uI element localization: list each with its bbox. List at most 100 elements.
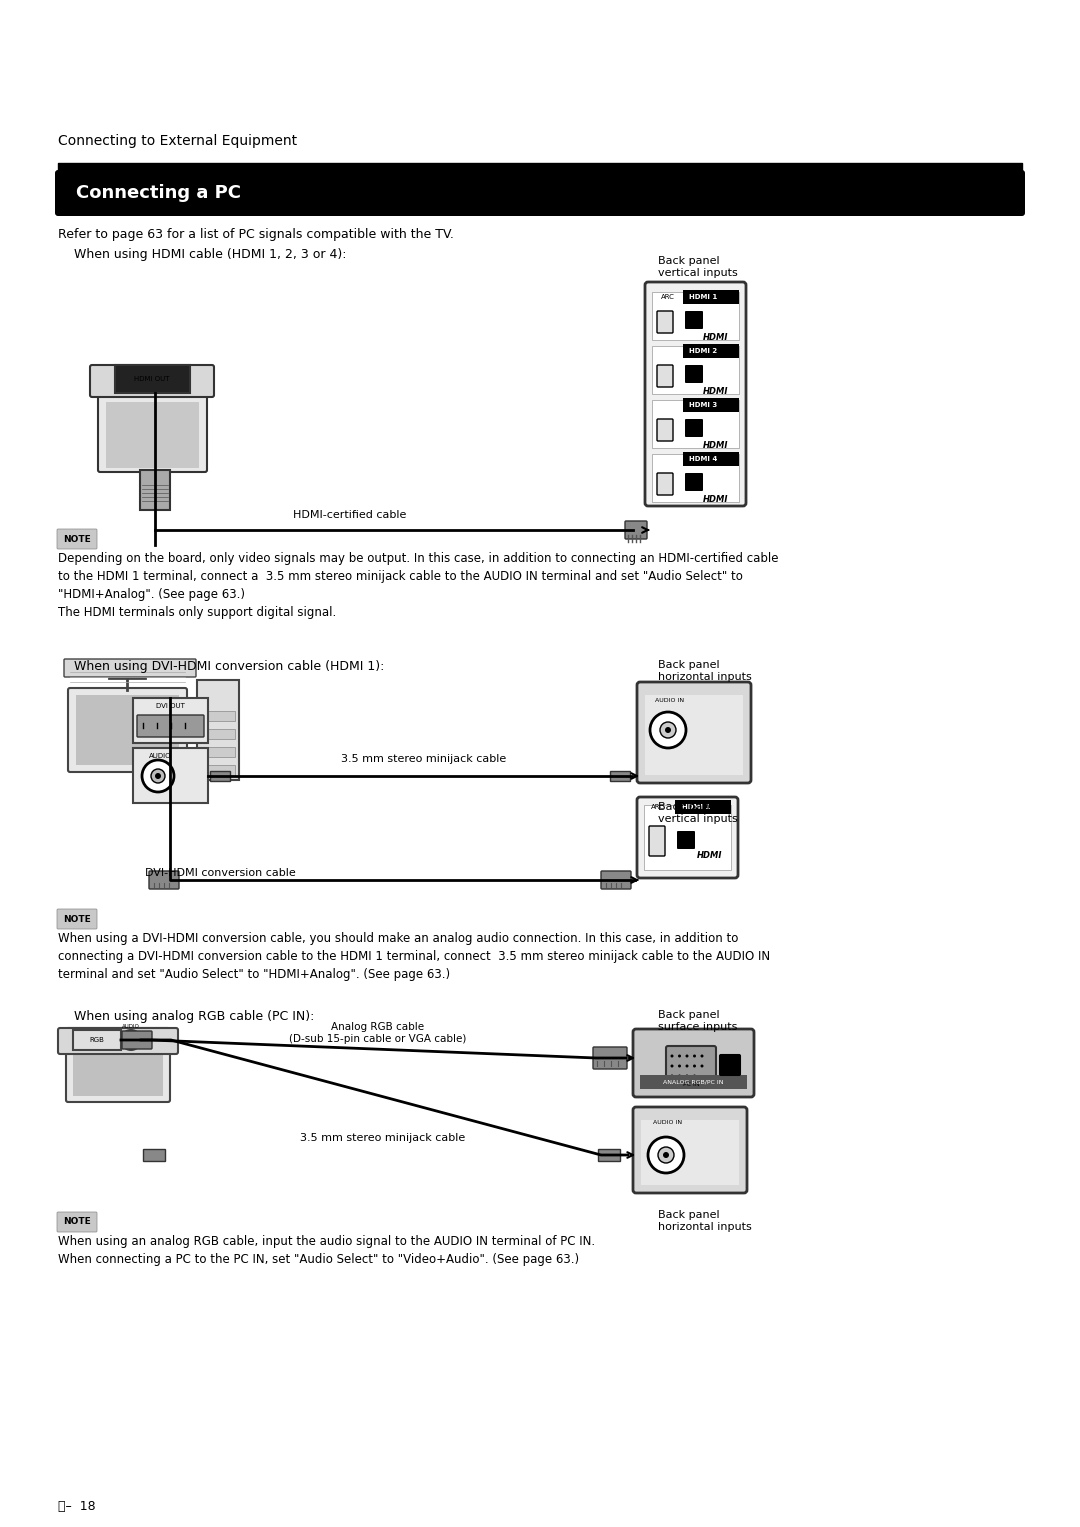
Circle shape [671, 1075, 674, 1078]
Bar [73, 1034, 163, 1096]
FancyBboxPatch shape [685, 473, 703, 492]
Text: HDMI: HDMI [703, 441, 729, 450]
Text: ⓔ–  18: ⓔ– 18 [58, 1500, 96, 1513]
Text: HDMI 3: HDMI 3 [689, 402, 717, 408]
FancyBboxPatch shape [637, 797, 738, 878]
FancyBboxPatch shape [98, 392, 207, 472]
Text: PC IN: PC IN [683, 1081, 700, 1087]
Text: When using DVI-HDMI conversion cable (HDMI 1):: When using DVI-HDMI conversion cable (HD… [58, 660, 384, 673]
Text: When using analog RGB cable (PC IN):: When using analog RGB cable (PC IN): [58, 1009, 314, 1023]
FancyBboxPatch shape [625, 521, 647, 539]
Text: Back panel
surface inputs: Back panel surface inputs [658, 1009, 738, 1032]
Circle shape [127, 1035, 135, 1044]
Circle shape [678, 1055, 681, 1058]
FancyBboxPatch shape [55, 169, 1025, 215]
Text: RGB: RGB [90, 1037, 105, 1043]
FancyBboxPatch shape [66, 1028, 170, 1102]
Text: 3.5 mm stereo minijack cable: 3.5 mm stereo minijack cable [300, 1133, 465, 1144]
FancyBboxPatch shape [637, 683, 751, 783]
FancyBboxPatch shape [149, 870, 179, 889]
FancyBboxPatch shape [633, 1107, 747, 1193]
Text: Connecting a PC: Connecting a PC [76, 183, 241, 202]
Text: Back panel
horizontal inputs: Back panel horizontal inputs [658, 660, 752, 681]
Text: NOTE: NOTE [63, 915, 91, 924]
Text: When using HDMI cable (HDMI 1, 2, 3 or 4):: When using HDMI cable (HDMI 1, 2, 3 or 4… [58, 247, 347, 261]
Text: AUDIO IN: AUDIO IN [653, 1119, 683, 1124]
Text: HDMI 1: HDMI 1 [681, 805, 711, 809]
Bar [652, 347, 739, 394]
Text: HDMI: HDMI [703, 495, 729, 504]
FancyBboxPatch shape [90, 365, 214, 397]
Text: ANALOG RGB/PC IN: ANALOG RGB/PC IN [663, 1080, 724, 1084]
Text: NOTE: NOTE [63, 1217, 91, 1226]
FancyBboxPatch shape [57, 1212, 97, 1232]
Bar [644, 805, 731, 870]
Text: HDMI OUT: HDMI OUT [134, 376, 170, 382]
Bar [683, 344, 739, 357]
Bar [675, 800, 731, 814]
Bar [201, 728, 235, 739]
FancyBboxPatch shape [666, 1046, 716, 1083]
Text: HDMI 4: HDMI 4 [689, 457, 717, 463]
Text: 3.5 mm stereo minijack cable: 3.5 mm stereo minijack cable [341, 754, 507, 764]
Text: DVI OUT: DVI OUT [156, 702, 185, 709]
Circle shape [663, 1151, 669, 1157]
Text: Back panel
vertical inputs: Back panel vertical inputs [658, 802, 738, 823]
Circle shape [686, 1055, 689, 1058]
Text: Depending on the board, only video signals may be output. In this case, in addit: Depending on the board, only video signa… [58, 551, 779, 618]
Circle shape [141, 760, 174, 793]
Text: Back panel
vertical inputs: Back panel vertical inputs [658, 257, 738, 278]
Text: Refer to page 63 for a list of PC signals compatible with the TV.: Refer to page 63 for a list of PC signal… [58, 228, 454, 241]
Circle shape [650, 712, 686, 748]
Circle shape [701, 1055, 703, 1058]
FancyBboxPatch shape [657, 365, 673, 386]
Text: HDMI: HDMI [703, 388, 729, 397]
Text: ARC: ARC [651, 805, 665, 809]
Text: When using an analog RGB cable, input the audio signal to the AUDIO IN terminal : When using an analog RGB cable, input th… [58, 1235, 595, 1266]
Bar [76, 695, 179, 765]
Text: Connecting to External Equipment: Connecting to External Equipment [58, 134, 297, 148]
Text: When using a DVI-HDMI conversion cable, you should make an analog audio connecti: When using a DVI-HDMI conversion cable, … [58, 931, 770, 980]
FancyBboxPatch shape [657, 473, 673, 495]
Text: HDMI: HDMI [698, 851, 723, 860]
Circle shape [701, 1064, 703, 1067]
FancyBboxPatch shape [649, 826, 665, 857]
Bar [106, 402, 199, 467]
Circle shape [658, 1147, 674, 1164]
Bar [140, 470, 170, 510]
Bar [197, 680, 239, 780]
Text: AUDIO IN: AUDIO IN [656, 698, 685, 704]
Text: AUDIO: AUDIO [122, 1023, 140, 1029]
Circle shape [678, 1075, 681, 1078]
FancyBboxPatch shape [57, 528, 97, 550]
FancyBboxPatch shape [657, 312, 673, 333]
Bar [114, 365, 190, 392]
Circle shape [156, 773, 161, 779]
FancyBboxPatch shape [57, 909, 97, 928]
Text: NOTE: NOTE [63, 534, 91, 544]
Circle shape [648, 1138, 684, 1173]
FancyBboxPatch shape [64, 660, 195, 676]
Text: HDMI 1: HDMI 1 [689, 295, 717, 299]
Circle shape [693, 1075, 696, 1078]
Text: DVI-HDMI conversion cable: DVI-HDMI conversion cable [145, 867, 295, 878]
Text: Analog RGB cable
(D-sub 15-pin cable or VGA cable): Analog RGB cable (D-sub 15-pin cable or … [289, 1022, 467, 1044]
FancyBboxPatch shape [685, 418, 703, 437]
Circle shape [693, 1064, 696, 1067]
Circle shape [671, 1055, 674, 1058]
FancyBboxPatch shape [657, 418, 673, 441]
Bar [683, 399, 739, 412]
FancyBboxPatch shape [677, 831, 696, 849]
Bar [73, 1031, 121, 1051]
Text: ARC: ARC [661, 295, 675, 299]
Text: AUDIO: AUDIO [149, 753, 172, 759]
Text: HDMI-certiﬁed cable: HDMI-certiﬁed cable [294, 510, 407, 521]
Bar [652, 292, 739, 341]
Circle shape [678, 1064, 681, 1067]
Bar [201, 747, 235, 757]
FancyBboxPatch shape [685, 365, 703, 383]
FancyBboxPatch shape [58, 1028, 178, 1054]
Circle shape [693, 1055, 696, 1058]
Bar [640, 1075, 747, 1089]
Bar [610, 771, 630, 780]
